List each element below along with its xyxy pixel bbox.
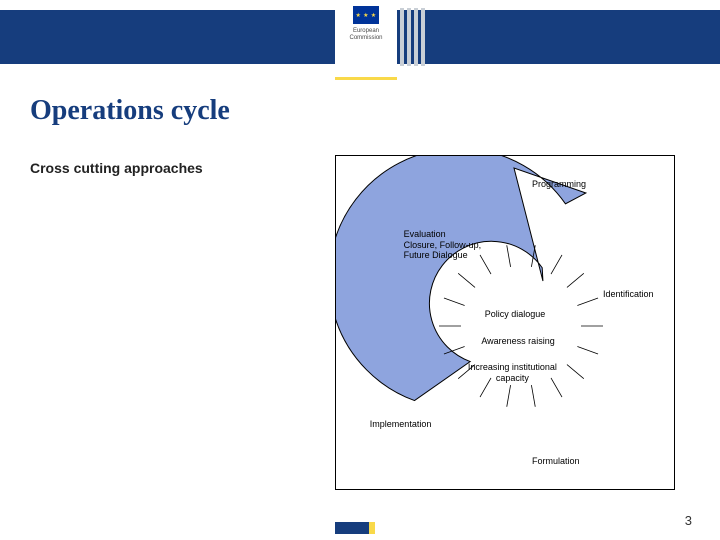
cycle-diagram: Programming EvaluationClosure, Follow-up,… <box>335 155 675 490</box>
label-capacity: Increasing institutionalcapacity <box>468 362 557 383</box>
ec-logo: ★ ★ ★ European Commission <box>335 0 397 80</box>
page-title: Operations cycle <box>30 95 230 127</box>
label-policy: Policy dialogue <box>485 309 546 319</box>
page-number: 3 <box>685 513 692 528</box>
label-awareness: Awareness raising <box>481 336 554 346</box>
label-identification: Identification <box>603 289 654 299</box>
label-programming: Programming <box>532 179 586 189</box>
label-evaluation: EvaluationClosure, Follow-up,Future Dial… <box>404 229 482 260</box>
cycle-arrow-svg <box>336 156 676 491</box>
page-subtitle: Cross cutting approaches <box>30 160 203 176</box>
footer-accent-icon <box>335 522 369 534</box>
label-implementation: Implementation <box>370 419 432 429</box>
eu-flag-icon: ★ ★ ★ <box>353 6 379 24</box>
label-formulation: Formulation <box>532 456 580 466</box>
logo-pillars-icon <box>400 8 425 66</box>
logo-org-line1: European <box>349 28 382 35</box>
logo-org-line2: Commission <box>349 35 382 42</box>
